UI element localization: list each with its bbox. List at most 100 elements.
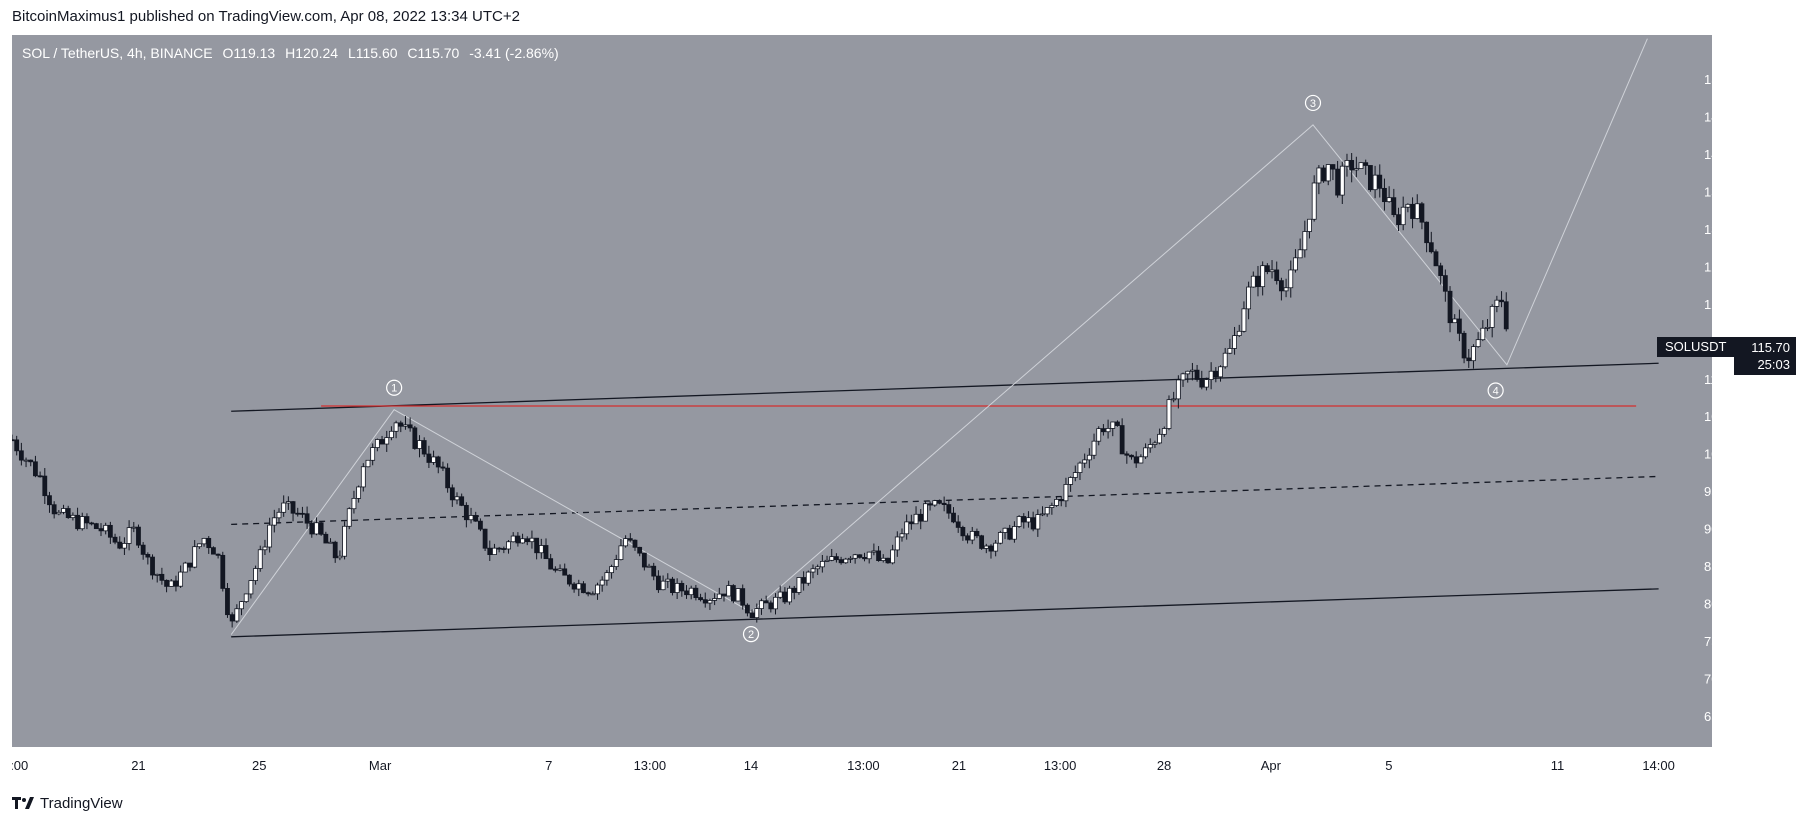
y-tick-label: 90.00: [1704, 522, 1731, 537]
candle-body: [1185, 370, 1191, 375]
candle-body: [712, 598, 718, 601]
candle-body: [618, 545, 624, 560]
candle-body: [1367, 165, 1373, 191]
candle-body: [140, 544, 146, 555]
candle-body: [1489, 306, 1495, 328]
candle-body: [1147, 444, 1153, 449]
candle-body: [1307, 218, 1312, 232]
candle-body: [1377, 174, 1383, 189]
candle-body: [1456, 318, 1462, 334]
candle-body: [421, 440, 427, 455]
candle-body: [904, 521, 910, 535]
candle-body: [28, 459, 34, 463]
candle-body: [478, 520, 483, 530]
candle-body: [473, 515, 479, 522]
legend-close-label: C: [407, 45, 418, 61]
candle-body: [890, 549, 896, 564]
candle-body: [1424, 221, 1430, 244]
candle-body: [393, 422, 399, 432]
candle-body: [182, 562, 188, 573]
candle-body: [1274, 269, 1280, 282]
price-chart[interactable]: 1 2 3 4 5 150.00 145.00 140.00 135.00 130.00 125.…: [12, 35, 1731, 782]
candle-body: [463, 504, 469, 521]
candle-body: [656, 575, 661, 591]
legend-low: 115.60: [355, 45, 398, 61]
wave-label-circle: [386, 379, 403, 396]
time-axis[interactable]: [12, 747, 1731, 782]
candle-body: [1124, 453, 1130, 456]
candle-body: [899, 533, 905, 538]
candle-body: [674, 582, 680, 593]
candle-body: [1461, 332, 1467, 359]
legend-symbol[interactable]: SOL / TetherUS, 4h, BINANCE: [22, 45, 213, 61]
candle-body: [168, 580, 174, 587]
candle-body: [234, 608, 240, 622]
candle-body: [1063, 484, 1069, 502]
candle-body: [1030, 517, 1036, 530]
y-tick-label: 135.00: [1704, 184, 1731, 199]
candle-body: [243, 593, 249, 603]
candle-body: [103, 524, 109, 532]
y-tick-label: 130.00: [1704, 222, 1731, 237]
candle-body: [1241, 308, 1247, 332]
candle-body: [1335, 168, 1341, 196]
candle-body: [932, 500, 938, 506]
candle-body: [1480, 327, 1486, 341]
candle-body: [1194, 369, 1200, 380]
candle-body: [323, 533, 329, 544]
candle-body: [997, 532, 1003, 544]
candle-body: [759, 600, 764, 609]
candle-body: [1161, 428, 1167, 435]
candle-body: [117, 541, 123, 549]
candle-body: [1068, 477, 1074, 485]
candle-body: [365, 459, 371, 468]
wave-label-2: 2: [748, 629, 754, 641]
candle-body: [552, 568, 558, 571]
candle-body: [98, 528, 104, 532]
ohlc-legend: SOL / TetherUS, 4h, BINANCE O119.13 H120…: [22, 45, 559, 61]
candle-body: [646, 565, 652, 568]
candle-body: [834, 556, 839, 561]
candle-body: [1058, 499, 1064, 502]
y-tick-label: 105.00: [1704, 409, 1731, 424]
candle-body: [1255, 275, 1261, 288]
candle-body: [412, 427, 418, 449]
candle-body: [1442, 275, 1448, 292]
candle-body: [131, 526, 137, 529]
candle-body: [1040, 513, 1045, 516]
price-axis[interactable]: [1712, 35, 1731, 747]
candle-body: [1297, 249, 1303, 259]
candle-body: [107, 524, 113, 538]
legend-high-label: H: [285, 45, 296, 61]
candle-body: [880, 557, 886, 561]
candle-body: [47, 495, 52, 506]
candle-body: [285, 501, 291, 504]
tradingview-logo[interactable]: TradingView: [12, 795, 123, 812]
chart-pane[interactable]: [12, 35, 1712, 747]
candle-body: [346, 508, 352, 527]
candle-body: [1246, 286, 1252, 310]
candle-body: [754, 608, 760, 619]
candle-body: [941, 502, 947, 505]
candle-body: [304, 513, 310, 524]
candle-body: [1396, 214, 1401, 226]
candle-body: [1293, 257, 1298, 271]
candle-body: [810, 568, 816, 573]
candle-body: [1330, 164, 1336, 170]
candle-body: [496, 547, 502, 550]
candle-body: [332, 541, 338, 559]
candle-body: [1180, 373, 1186, 381]
candle-body: [211, 547, 216, 555]
elliott-wave-path: [230, 38, 1648, 635]
candle-body: [567, 574, 572, 585]
candle-body: [318, 522, 324, 535]
legend-open-label: O: [222, 45, 234, 61]
candle-body: [1400, 206, 1406, 226]
candle-body: [1091, 440, 1097, 456]
candle-body: [398, 422, 404, 427]
candle-body: [42, 475, 48, 497]
candle-body: [1358, 162, 1364, 169]
currency-unit-button[interactable]: USDT: [1742, 42, 1786, 63]
candle-body: [604, 572, 610, 581]
candle-body: [459, 496, 465, 506]
